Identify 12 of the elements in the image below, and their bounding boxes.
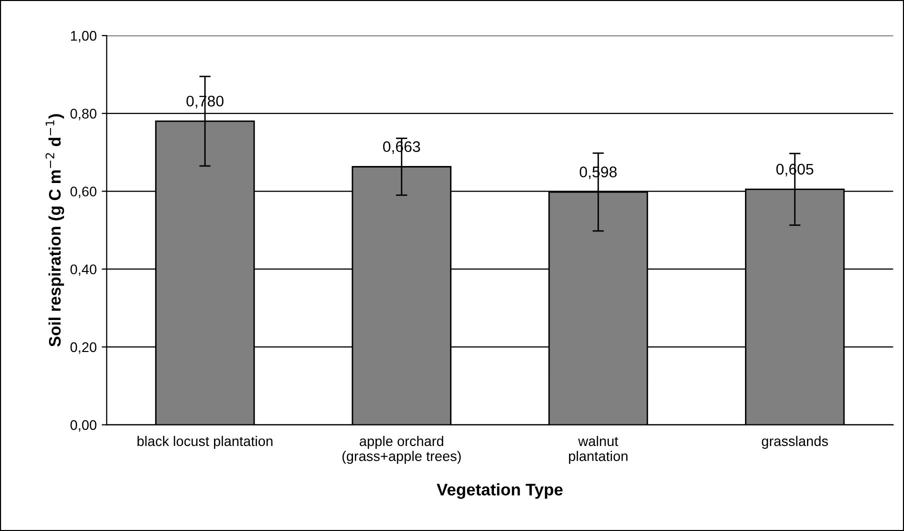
y-tick-label: 0,00 <box>70 420 96 432</box>
y-tick-label: 0,40 <box>70 264 96 276</box>
x-axis-title: Vegetation Type <box>436 483 563 499</box>
y-tick-label: 0,20 <box>70 342 96 354</box>
x-tick-label: apple orchard (grass+apple trees) <box>342 436 461 464</box>
y-axis-title: Soil respiration (g C m$^{−2}$ d$^{−1}$) <box>46 114 64 347</box>
y-tick-label: 0,60 <box>70 186 96 198</box>
y-tick-label: 1,00 <box>70 30 96 42</box>
x-tick-label: walnut plantation <box>569 436 628 464</box>
y-tick-label: 0,80 <box>70 108 96 120</box>
x-tick-label: black locust plantation <box>138 436 272 449</box>
x-tick-label: grasslands <box>762 436 828 449</box>
